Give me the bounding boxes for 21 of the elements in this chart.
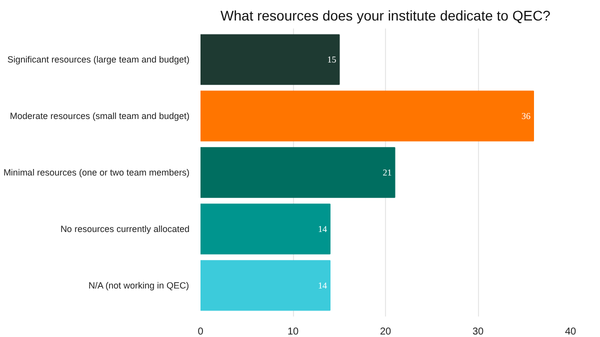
y-tick-label: Minimal resources (one or two team members) (3, 168, 190, 178)
x-tick-label: 40 (564, 326, 576, 337)
bar (200, 34, 340, 85)
data-label: 14 (318, 280, 328, 290)
bar (200, 204, 330, 254)
chart-title: What resources does your institute dedicate to QEC? (220, 8, 551, 24)
x-tick-label: 0 (198, 326, 204, 337)
x-tick-label: 30 (472, 326, 484, 337)
y-tick-label: No resources currently allocated (60, 224, 190, 234)
y-tick-label: Moderate resources (small team and budget) (10, 111, 190, 122)
data-label: 21 (382, 168, 392, 178)
data-label: 15 (327, 54, 337, 65)
x-tick-label: 10 (287, 326, 299, 337)
bar (200, 260, 330, 311)
bar (200, 90, 534, 142)
data-label: 14 (318, 224, 328, 234)
bar (200, 147, 396, 198)
y-tick-label: Significant resources (large team and budget) (7, 54, 190, 65)
y-tick-label: N/A (not working in QEC) (88, 280, 190, 290)
x-tick-label: 20 (380, 326, 392, 337)
data-label: 36 (522, 111, 531, 122)
